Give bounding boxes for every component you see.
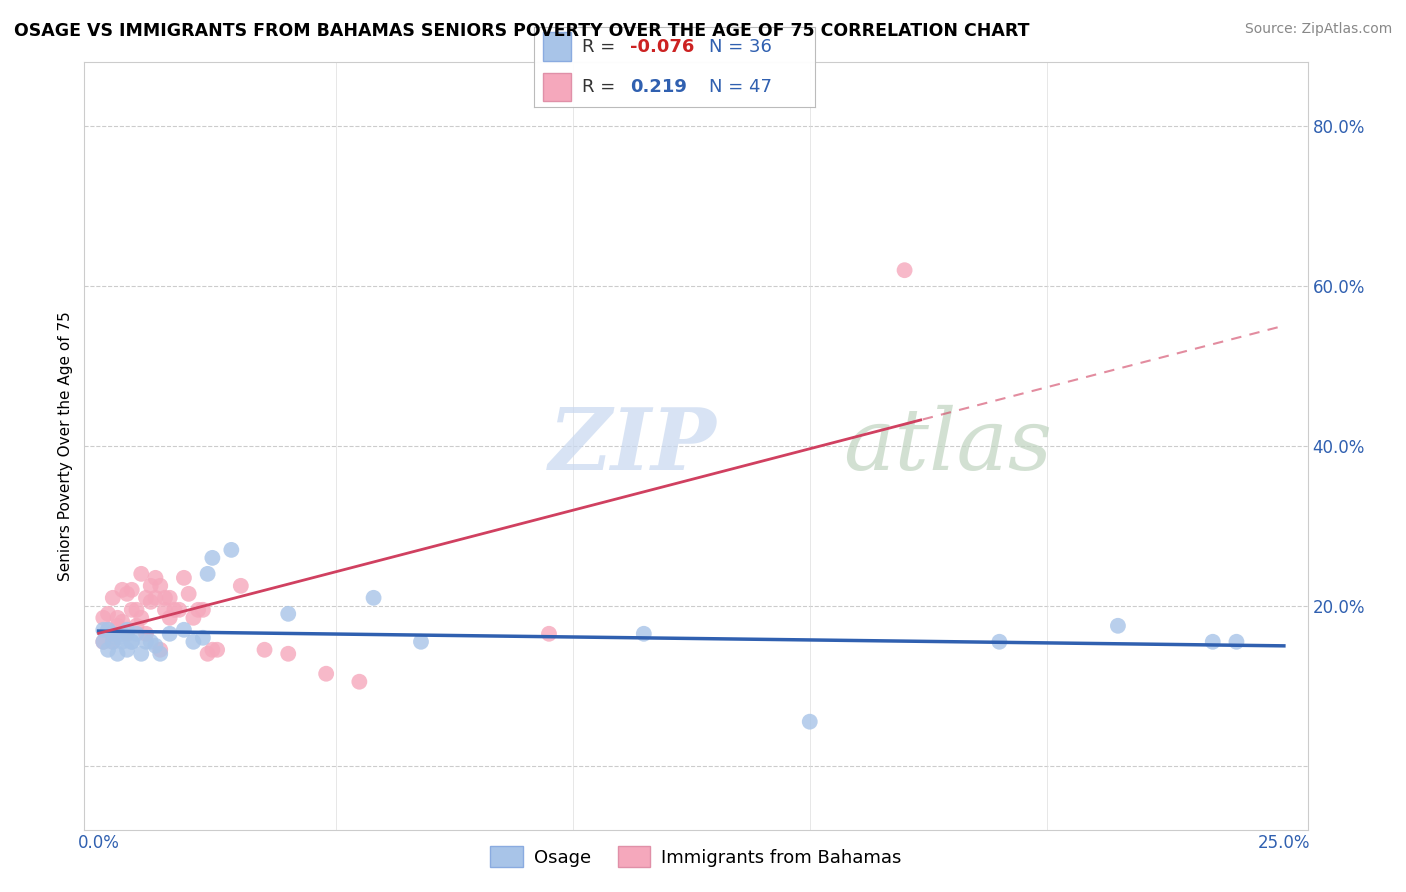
Point	[107, 619, 129, 633]
Point	[91, 634, 114, 648]
Point	[893, 263, 915, 277]
Text: N = 47: N = 47	[709, 78, 772, 96]
Text: R =: R =	[582, 78, 621, 96]
Text: 0.219: 0.219	[630, 78, 686, 96]
Point	[253, 642, 276, 657]
Y-axis label: Seniors Poverty Over the Age of 75: Seniors Poverty Over the Age of 75	[58, 311, 73, 581]
Point	[159, 627, 181, 641]
Point	[111, 615, 134, 629]
Point	[139, 634, 162, 648]
Point	[145, 639, 167, 653]
Point	[153, 591, 176, 605]
Point	[1107, 619, 1129, 633]
Point	[409, 634, 432, 648]
Point	[149, 647, 172, 661]
Point	[229, 579, 252, 593]
Text: ZIP: ZIP	[550, 404, 717, 488]
Point	[135, 634, 157, 648]
Point	[111, 582, 134, 597]
Point	[191, 603, 214, 617]
Point	[135, 627, 157, 641]
Point	[145, 591, 167, 605]
Point	[121, 634, 143, 648]
Point	[167, 603, 190, 617]
Point	[363, 591, 385, 605]
Point	[129, 611, 152, 625]
Point	[1225, 634, 1247, 648]
Point	[107, 647, 129, 661]
Point	[173, 623, 195, 637]
Point	[101, 634, 124, 648]
Point	[145, 571, 167, 585]
Point	[183, 611, 205, 625]
Text: -0.076: -0.076	[630, 37, 695, 56]
Point	[201, 642, 224, 657]
Point	[97, 623, 120, 637]
Point	[129, 647, 152, 661]
Legend: Osage, Immigrants from Bahamas: Osage, Immigrants from Bahamas	[484, 839, 908, 874]
Point	[633, 627, 655, 641]
Point	[101, 634, 124, 648]
Point	[115, 623, 138, 637]
Point	[125, 619, 148, 633]
Point	[125, 627, 148, 641]
Point	[177, 587, 200, 601]
Point	[91, 634, 114, 648]
Point	[107, 611, 129, 625]
Point	[277, 647, 299, 661]
Point	[187, 603, 209, 617]
Point	[221, 542, 243, 557]
Point	[183, 634, 205, 648]
Point	[1202, 634, 1225, 648]
Point	[173, 571, 195, 585]
Point	[97, 623, 120, 637]
Bar	[543, 32, 571, 62]
Point	[139, 579, 162, 593]
Point	[115, 587, 138, 601]
Text: OSAGE VS IMMIGRANTS FROM BAHAMAS SENIORS POVERTY OVER THE AGE OF 75 CORRELATION : OSAGE VS IMMIGRANTS FROM BAHAMAS SENIORS…	[14, 22, 1029, 40]
Point	[121, 634, 143, 648]
Point	[799, 714, 821, 729]
Point	[91, 623, 114, 637]
Text: Source: ZipAtlas.com: Source: ZipAtlas.com	[1244, 22, 1392, 37]
Text: N = 36: N = 36	[709, 37, 772, 56]
Point	[107, 631, 129, 645]
Point	[129, 566, 152, 581]
Point	[101, 591, 124, 605]
Point	[111, 627, 134, 641]
Point	[201, 550, 224, 565]
Text: R =: R =	[582, 37, 621, 56]
Bar	[543, 72, 571, 102]
Point	[153, 603, 176, 617]
Point	[349, 674, 371, 689]
Point	[97, 607, 120, 621]
Point	[115, 627, 138, 641]
Point	[988, 634, 1011, 648]
Point	[277, 607, 299, 621]
Point	[315, 666, 337, 681]
Point	[149, 579, 172, 593]
Point	[197, 566, 219, 581]
Text: atlas: atlas	[842, 405, 1052, 487]
Point	[537, 627, 560, 641]
Point	[163, 603, 186, 617]
Point	[97, 642, 120, 657]
Point	[115, 642, 138, 657]
Point	[121, 603, 143, 617]
Point	[191, 631, 214, 645]
Point	[121, 582, 143, 597]
Point	[91, 611, 114, 625]
Point	[197, 647, 219, 661]
Point	[149, 642, 172, 657]
Point	[111, 634, 134, 648]
Point	[205, 642, 228, 657]
Point	[101, 627, 124, 641]
Point	[135, 591, 157, 605]
Point	[159, 611, 181, 625]
Point	[139, 595, 162, 609]
Point	[159, 591, 181, 605]
Point	[125, 603, 148, 617]
